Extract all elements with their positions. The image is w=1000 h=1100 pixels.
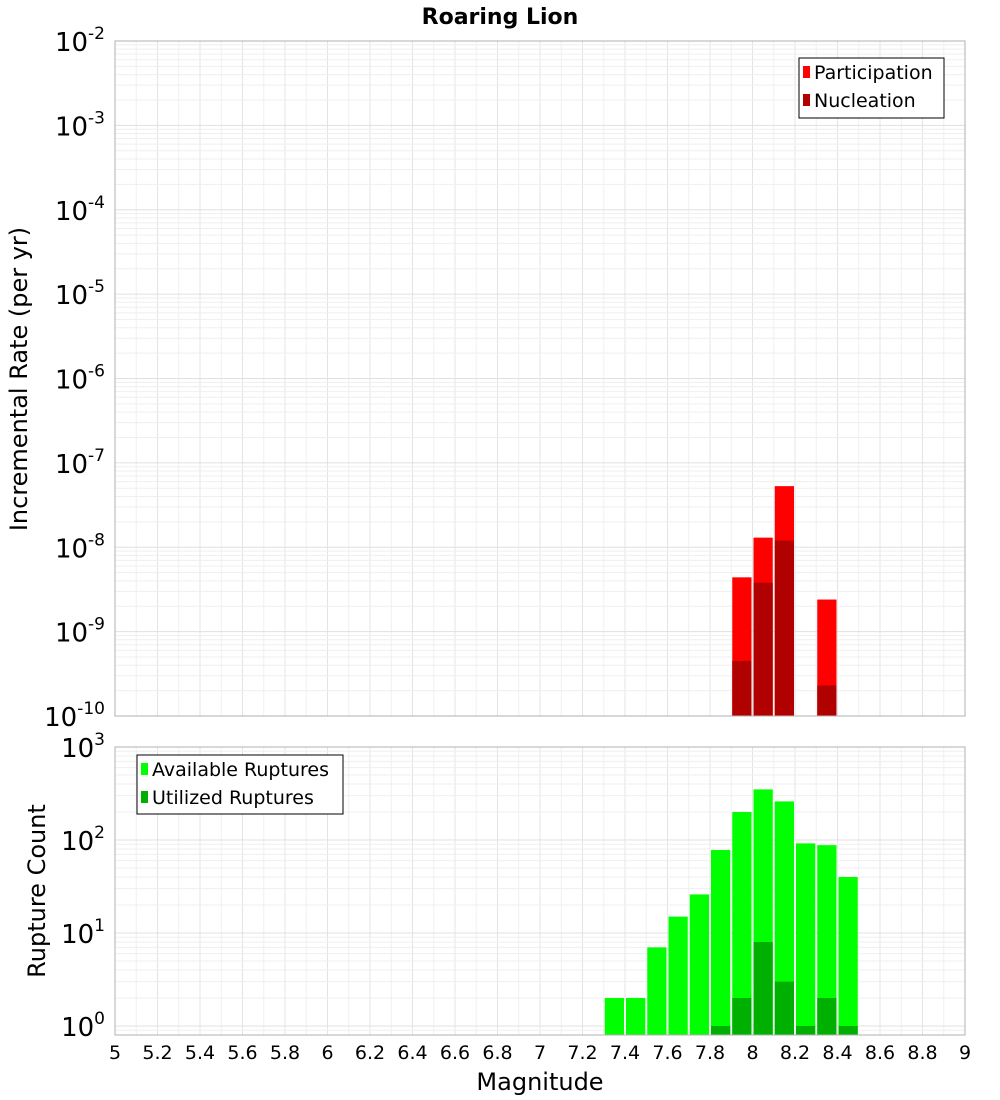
rate-y-tick-label: 10-8: [55, 530, 105, 564]
x-tick-label: 7.8: [695, 1042, 725, 1064]
rate-legend-label: Participation: [814, 62, 933, 84]
count-bar-available-ruptures: [604, 997, 624, 1035]
count-y-axis-label: Rupture Count: [23, 804, 51, 978]
count-bar-available-ruptures: [626, 997, 646, 1035]
x-tick-label: 5.2: [142, 1042, 172, 1064]
rate-bar-nucleation: [753, 582, 773, 716]
count-bar-available-ruptures: [838, 877, 858, 1035]
count-bar-available-ruptures: [668, 916, 688, 1035]
count-legend: [136, 754, 344, 815]
x-tick-label: 8: [746, 1042, 758, 1064]
count-plot-frame: [114, 746, 966, 1036]
x-tick-label: 5.4: [185, 1042, 215, 1064]
x-tick-label: 8.2: [780, 1042, 810, 1064]
count-bar-available-ruptures: [647, 947, 667, 1035]
rate-legend-swatch: [803, 94, 810, 106]
count-legend-swatch: [141, 791, 148, 803]
rate-y-tick-label: 10-4: [55, 193, 105, 227]
rate-bar-nucleation: [817, 685, 837, 716]
x-tick-label: 7.2: [567, 1042, 597, 1064]
rate-legend: [798, 57, 945, 119]
x-tick-label: 6.2: [355, 1042, 385, 1064]
count-bar-available-ruptures: [796, 843, 816, 1035]
count-bar-utilized-ruptures: [732, 997, 752, 1035]
rate-panel: 10-2 10-3 10-4 10-5 10-6 10-7 10-8 10-9 10-10 In…: [5, 24, 966, 733]
count-y-tick-label: 101: [61, 916, 105, 950]
rate-y-tick-label: 10-3: [55, 108, 105, 142]
count-bar-available-ruptures: [711, 850, 731, 1035]
x-tick-label: 8.4: [822, 1042, 852, 1064]
count-bar-available-ruptures: [817, 845, 837, 1035]
x-tick-label: 5.8: [270, 1042, 300, 1064]
x-tick-label: 5: [109, 1042, 121, 1064]
count-bar-utilized-ruptures: [838, 1025, 858, 1035]
count-bar-utilized-ruptures: [753, 942, 773, 1035]
rate-y-tick-label: 10-7: [55, 446, 105, 480]
count-y-tick-label: 102: [61, 823, 105, 857]
rate-y-tick-label: 10-6: [55, 362, 105, 396]
count-panel: 103 102 101 100 Rupture Count 5 5.2 5.4 5.6 5.8…: [23, 730, 971, 1096]
count-bar-utilized-ruptures: [817, 997, 837, 1035]
x-tick-label: 7: [534, 1042, 546, 1064]
x-tick-label: 5.6: [227, 1042, 257, 1064]
x-tick-label: 9: [959, 1042, 971, 1064]
x-tick-label: 7.6: [652, 1042, 682, 1064]
count-legend-swatch: [141, 763, 148, 775]
rate-y-tick-label: 10-9: [55, 615, 105, 649]
count-bar-available-ruptures: [689, 894, 709, 1035]
rate-bar-nucleation: [732, 660, 752, 716]
count-bar-utilized-ruptures: [796, 1025, 816, 1035]
count-bar-utilized-ruptures: [711, 1025, 731, 1035]
rate-y-tick-label: 10-2: [55, 24, 105, 58]
x-tick-label: 6.8: [482, 1042, 512, 1064]
rate-y-axis-label: Incremental Rate (per yr): [5, 227, 33, 531]
x-tick-label: 8.6: [865, 1042, 895, 1064]
x-axis-label: Magnitude: [476, 1068, 603, 1096]
rate-y-tick-label: 10-5: [55, 277, 105, 311]
rate-legend-swatch: [803, 66, 810, 78]
rate-bar-nucleation: [774, 540, 794, 716]
x-tick-label: 8.8: [907, 1042, 937, 1064]
rate-plot-frame: [114, 40, 966, 717]
count-bar-available-ruptures: [774, 801, 794, 1035]
count-legend-label: Available Ruptures: [152, 759, 329, 781]
x-tick-label: 7.4: [610, 1042, 640, 1064]
count-legend-label: Utilized Ruptures: [152, 787, 314, 809]
count-bar-utilized-ruptures: [774, 981, 794, 1035]
count-y-tick-label: 100: [61, 1009, 105, 1043]
rate-y-tick-label: 10-10: [44, 699, 105, 733]
x-tick-label: 6: [321, 1042, 333, 1064]
rate-legend-label: Nucleation: [814, 90, 916, 112]
x-tick-label: 6.6: [440, 1042, 470, 1064]
count-bar-available-ruptures: [732, 812, 752, 1035]
count-y-tick-label: 103: [61, 730, 105, 764]
chart-title: Roaring Lion: [422, 5, 579, 30]
x-tick-label: 6.4: [397, 1042, 427, 1064]
